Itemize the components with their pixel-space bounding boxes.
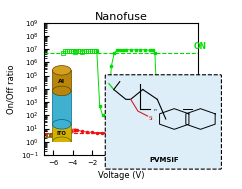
- Y-axis label: On/Off ratio: On/Off ratio: [7, 64, 15, 114]
- Text: PVMSiF: PVMSiF: [150, 157, 179, 163]
- Text: Al: Al: [58, 79, 65, 84]
- Text: ON: ON: [194, 42, 207, 51]
- Ellipse shape: [52, 66, 71, 75]
- Text: Si: Si: [149, 116, 153, 122]
- FancyBboxPatch shape: [105, 75, 221, 169]
- Ellipse shape: [52, 137, 71, 146]
- Bar: [52, 124, 71, 142]
- Ellipse shape: [52, 119, 71, 129]
- Text: OFF: OFF: [194, 134, 211, 143]
- Bar: [52, 91, 71, 124]
- Text: $_n$: $_n$: [153, 108, 157, 114]
- Title: Nanofuse: Nanofuse: [95, 12, 147, 22]
- Ellipse shape: [52, 86, 71, 96]
- Bar: [52, 70, 71, 91]
- X-axis label: Voltage (V): Voltage (V): [98, 171, 144, 180]
- Text: ITO: ITO: [57, 131, 67, 136]
